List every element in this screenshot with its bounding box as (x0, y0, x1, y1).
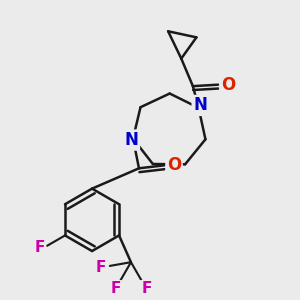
Text: F: F (141, 281, 152, 296)
Text: O: O (221, 76, 235, 94)
Text: O: O (167, 156, 181, 174)
Text: N: N (193, 96, 207, 114)
Text: F: F (34, 240, 45, 255)
Text: F: F (95, 260, 106, 275)
Text: N: N (124, 131, 139, 149)
Text: F: F (110, 281, 121, 296)
